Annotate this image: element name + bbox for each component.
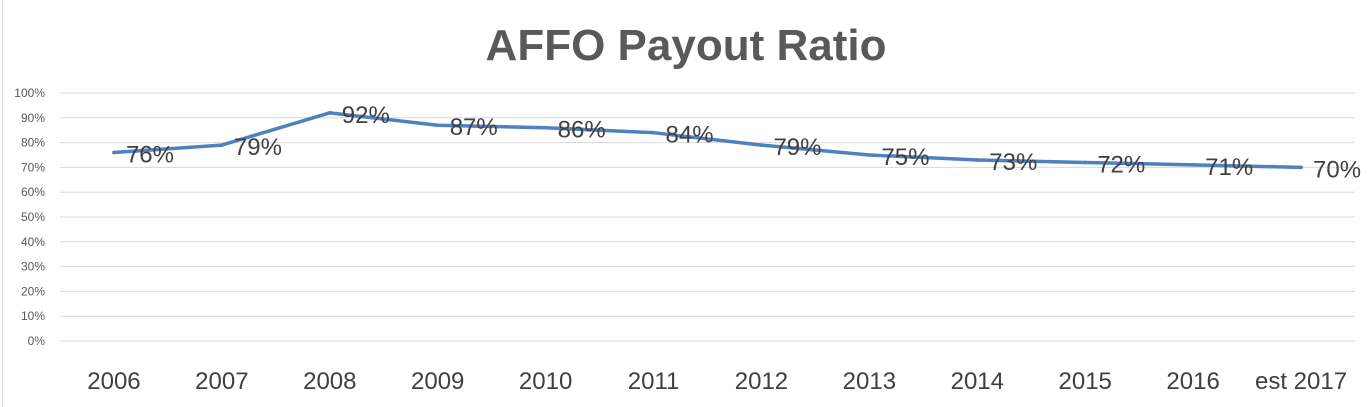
chart-title: AFFO Payout Ratio bbox=[486, 21, 887, 70]
y-tick-label: 90% bbox=[21, 111, 45, 125]
series-line bbox=[112, 111, 1303, 170]
left-border-line bbox=[2, 0, 3, 407]
data-label: 70% bbox=[1313, 156, 1361, 183]
x-tick-label: 2008 bbox=[303, 368, 356, 395]
x-axis-tick-labels: 2006 2007 2008 2009 2010 2011 2012 2013 2014 2015… bbox=[87, 368, 1347, 395]
x-tick-label: 2009 bbox=[411, 368, 464, 395]
data-point bbox=[327, 111, 332, 115]
x-tick-label: 2006 bbox=[87, 368, 140, 395]
data-label: 86% bbox=[558, 117, 606, 144]
data-label: 79% bbox=[773, 134, 821, 161]
data-point bbox=[1299, 165, 1303, 170]
y-tick-label: 70% bbox=[21, 160, 45, 174]
data-point bbox=[651, 130, 656, 135]
x-tick-label: 2007 bbox=[195, 368, 248, 395]
data-point bbox=[975, 158, 980, 162]
data-point bbox=[112, 150, 116, 155]
y-tick-label: 30% bbox=[21, 260, 45, 274]
data-point bbox=[1191, 163, 1195, 167]
y-tick-label: 20% bbox=[21, 284, 45, 298]
data-point bbox=[220, 143, 224, 147]
data-label: 92% bbox=[342, 102, 390, 129]
y-axis-tick-labels: 0% 10% 20% 30% 40% 50% 60% 70% 80% 90% 100% bbox=[14, 86, 45, 348]
y-tick-label: 10% bbox=[21, 309, 45, 323]
y-tick-label: 0% bbox=[28, 334, 46, 348]
data-point bbox=[435, 123, 440, 128]
data-label: 76% bbox=[126, 142, 174, 169]
data-label: 71% bbox=[1205, 154, 1253, 181]
data-point bbox=[1083, 160, 1088, 165]
y-tick-label: 50% bbox=[21, 210, 45, 224]
data-series bbox=[112, 111, 1303, 170]
y-tick-label: 80% bbox=[21, 136, 45, 150]
x-tick-label: 2015 bbox=[1059, 368, 1112, 395]
x-tick-label: 2012 bbox=[735, 368, 788, 395]
y-tick-label: 40% bbox=[21, 235, 45, 249]
data-label: 73% bbox=[989, 149, 1037, 176]
data-point bbox=[867, 153, 872, 157]
x-tick-label: est 2017 bbox=[1255, 368, 1347, 395]
x-tick-label: 2014 bbox=[951, 368, 1004, 395]
x-tick-label: 2011 bbox=[628, 368, 680, 395]
data-point bbox=[759, 143, 764, 147]
y-tick-label: 100% bbox=[14, 86, 45, 100]
x-tick-label: 2013 bbox=[843, 368, 896, 395]
data-point bbox=[543, 125, 548, 130]
data-label: 87% bbox=[450, 114, 498, 141]
x-tick-label: 2010 bbox=[519, 368, 572, 395]
data-labels: 76% 79% 92% 87% 86% 84% 79% 75% 73% 72% 71% 70% bbox=[126, 102, 1361, 184]
data-label: 72% bbox=[1097, 151, 1145, 178]
data-label: 84% bbox=[666, 122, 714, 149]
data-label: 75% bbox=[881, 144, 929, 171]
x-tick-label: 2016 bbox=[1166, 368, 1219, 395]
y-tick-label: 60% bbox=[21, 185, 45, 199]
data-label: 79% bbox=[234, 134, 282, 161]
gridlines bbox=[60, 92, 1355, 342]
